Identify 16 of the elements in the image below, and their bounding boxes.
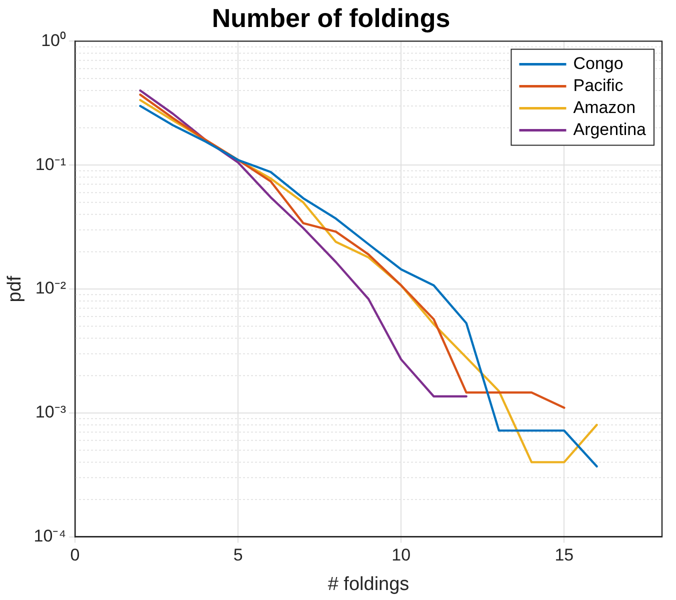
x-tick-label: 0 (70, 546, 80, 565)
y-tick-label: 10⁻³ (35, 402, 66, 422)
chart-title: Number of foldings (212, 2, 450, 33)
y-axis-title: pdf (4, 275, 26, 302)
y-tick-label: 10⁻⁴ (34, 526, 66, 546)
x-tick-label: 15 (554, 546, 574, 565)
legend-label: Pacific (573, 76, 624, 95)
x-tick-label: 10 (392, 546, 411, 565)
x-tick-label: 5 (233, 546, 243, 565)
y-tick-label: 10⁻² (35, 278, 66, 298)
y-tick-label: 10⁻¹ (35, 154, 66, 174)
legend-label: Amazon (573, 98, 636, 117)
x-axis-title: # foldings (328, 574, 410, 595)
legend-label: Congo (573, 54, 624, 73)
legend-label: Argentina (573, 120, 647, 139)
y-tick-label: 10⁰ (41, 30, 66, 50)
